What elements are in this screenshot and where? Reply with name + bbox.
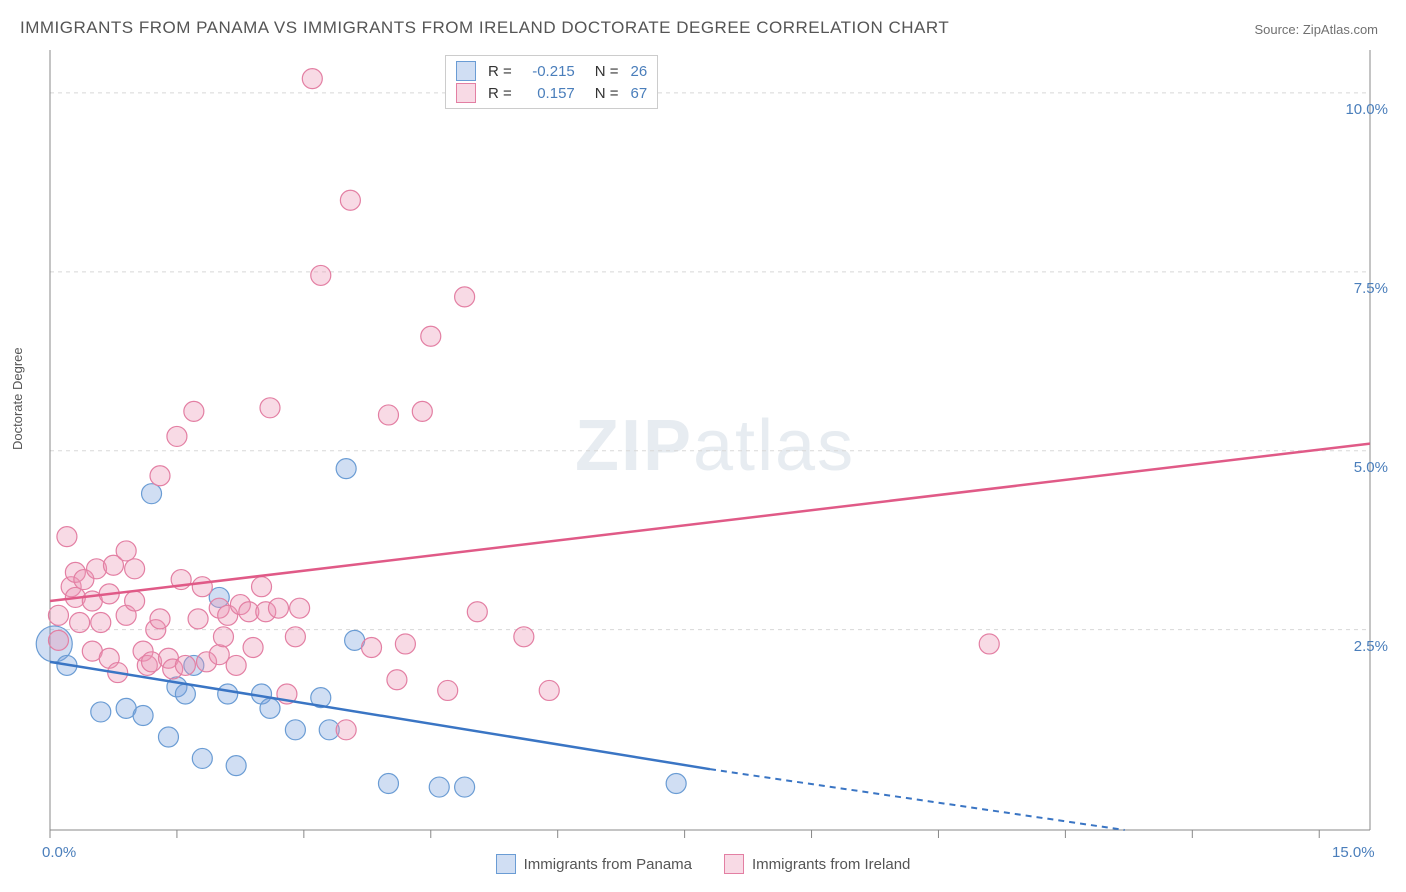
scatter-point bbox=[378, 405, 398, 425]
scatter-point bbox=[268, 598, 288, 618]
scatter-point bbox=[188, 609, 208, 629]
scatter-point bbox=[421, 326, 441, 346]
legend-correlation-row: R =0.157N =67 bbox=[456, 82, 647, 104]
scatter-point bbox=[362, 638, 382, 658]
scatter-point bbox=[455, 287, 475, 307]
scatter-point bbox=[192, 577, 212, 597]
scatter-point bbox=[260, 698, 280, 718]
scatter-point bbox=[48, 605, 68, 625]
scatter-point bbox=[133, 706, 153, 726]
scatter-point bbox=[70, 612, 90, 632]
scatter-point bbox=[455, 777, 475, 797]
scatter-point bbox=[167, 426, 187, 446]
scatter-point bbox=[184, 401, 204, 421]
legend-correlation: R =-0.215N =26R =0.157N =67 bbox=[445, 55, 658, 109]
scatter-point bbox=[150, 466, 170, 486]
scatter-point bbox=[175, 655, 195, 675]
scatter-point bbox=[395, 634, 415, 654]
trend-line bbox=[50, 444, 1370, 601]
chart-container: { "title": "IMMIGRANTS FROM PANAMA VS IM… bbox=[0, 0, 1406, 892]
scatter-point bbox=[192, 748, 212, 768]
scatter-point bbox=[260, 398, 280, 418]
scatter-point bbox=[125, 591, 145, 611]
scatter-point bbox=[175, 684, 195, 704]
scatter-point bbox=[387, 670, 407, 690]
scatter-point bbox=[213, 627, 233, 647]
scatter-point bbox=[91, 612, 111, 632]
y-tick-label: 5.0% bbox=[1354, 459, 1388, 476]
scatter-point bbox=[226, 655, 246, 675]
y-tick-label: 7.5% bbox=[1354, 280, 1388, 297]
scatter-point bbox=[218, 684, 238, 704]
legend-correlation-row: R =-0.215N =26 bbox=[456, 60, 647, 82]
scatter-point bbox=[91, 702, 111, 722]
scatter-point bbox=[311, 265, 331, 285]
legend-swatch bbox=[724, 854, 744, 874]
scatter-point bbox=[514, 627, 534, 647]
scatter-point bbox=[336, 459, 356, 479]
legend-series-item: Immigrants from Ireland bbox=[724, 854, 910, 874]
scatter-point bbox=[290, 598, 310, 618]
trend-line-extrapolated bbox=[710, 769, 1125, 830]
scatter-point bbox=[252, 577, 272, 597]
scatter-point bbox=[57, 527, 77, 547]
scatter-point bbox=[666, 773, 686, 793]
legend-series-label: Immigrants from Panama bbox=[524, 856, 692, 873]
scatter-point bbox=[429, 777, 449, 797]
x-tick-label-right: 15.0% bbox=[1332, 844, 1375, 861]
scatter-point bbox=[158, 727, 178, 747]
scatter-point bbox=[438, 680, 458, 700]
y-tick-label: 2.5% bbox=[1354, 638, 1388, 655]
scatter-point bbox=[125, 559, 145, 579]
legend-swatch bbox=[496, 854, 516, 874]
scatter-point bbox=[378, 773, 398, 793]
scatter-point bbox=[336, 720, 356, 740]
legend-series-label: Immigrants from Ireland bbox=[752, 856, 910, 873]
scatter-point bbox=[539, 680, 559, 700]
scatter-point bbox=[142, 484, 162, 504]
scatter-plot bbox=[0, 0, 1406, 892]
scatter-point bbox=[243, 638, 263, 658]
scatter-point bbox=[285, 627, 305, 647]
scatter-point bbox=[150, 609, 170, 629]
scatter-point bbox=[209, 645, 229, 665]
legend-swatch bbox=[456, 61, 476, 81]
y-tick-label: 10.0% bbox=[1345, 101, 1388, 118]
legend-swatch bbox=[456, 83, 476, 103]
scatter-point bbox=[302, 69, 322, 89]
scatter-point bbox=[412, 401, 432, 421]
scatter-point bbox=[48, 630, 68, 650]
scatter-point bbox=[226, 756, 246, 776]
legend-series: Immigrants from Panama Immigrants from Ir… bbox=[0, 854, 1406, 874]
scatter-point bbox=[116, 541, 136, 561]
legend-series-item: Immigrants from Panama bbox=[496, 854, 692, 874]
x-tick-label-left: 0.0% bbox=[42, 844, 76, 861]
scatter-point bbox=[467, 602, 487, 622]
scatter-point bbox=[285, 720, 305, 740]
scatter-point bbox=[979, 634, 999, 654]
scatter-point bbox=[340, 190, 360, 210]
